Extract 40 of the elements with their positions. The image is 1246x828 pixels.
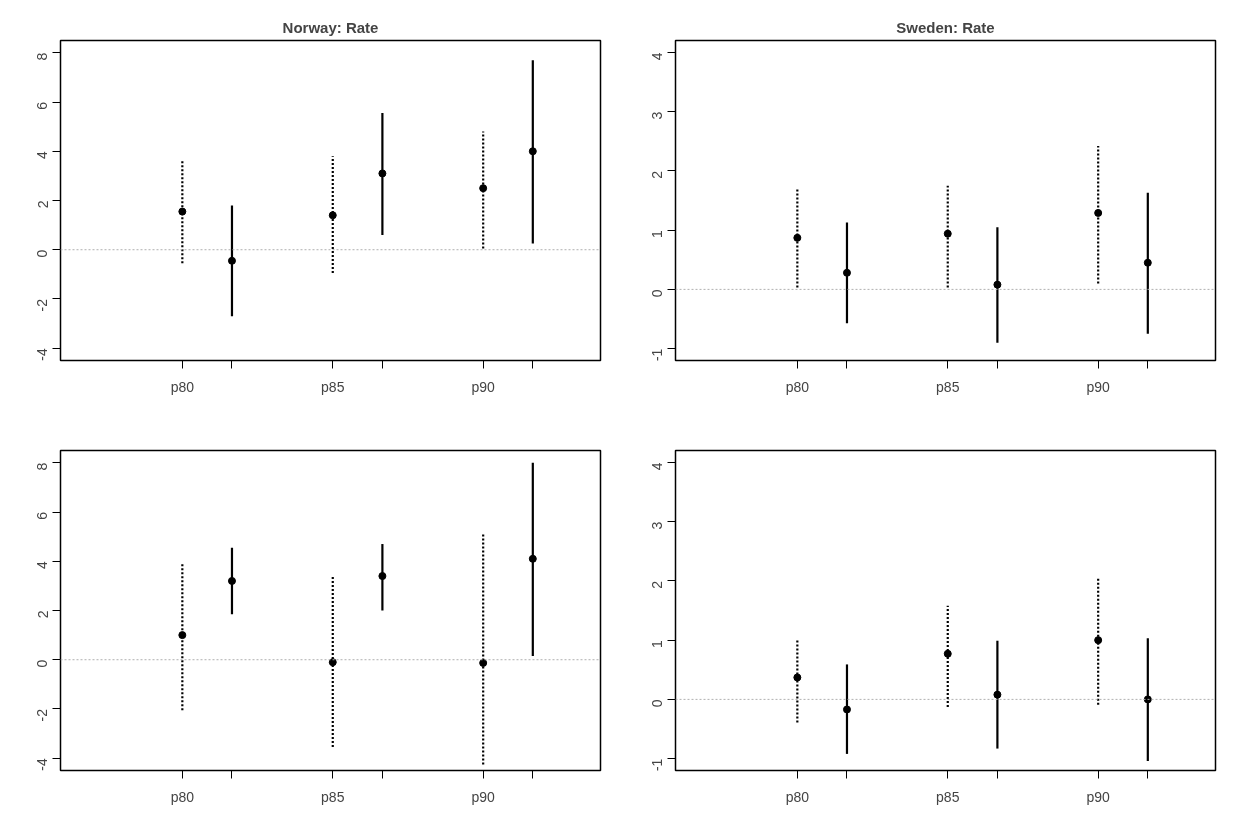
y-tick-label: 3: [649, 521, 666, 530]
x-tick-label: p80: [785, 378, 810, 395]
x-tick-label: p85: [936, 378, 960, 395]
y-tick-label: -1: [649, 758, 666, 772]
y-tick-label: -2: [34, 298, 51, 312]
y-tick-label: 2: [649, 170, 666, 179]
y-tick-label: 4: [34, 561, 51, 570]
y-tick-label: 2: [34, 200, 51, 209]
x-tick-label: p90: [1086, 378, 1111, 395]
y-tick-label: 3: [649, 111, 666, 120]
y-tick-label: 8: [34, 52, 51, 61]
y-tick-label: 2: [649, 580, 666, 589]
y-tick-label: 6: [34, 101, 51, 110]
y-tick-label: 1: [649, 229, 666, 238]
y-tick-label: -4: [34, 347, 51, 361]
x-tick-label: p80: [170, 378, 195, 395]
y-tick-label: 2: [34, 610, 51, 619]
y-tick-label: 0: [34, 659, 51, 668]
x-tick-label: p80: [170, 788, 195, 805]
y-tick-label: -4: [34, 757, 51, 771]
y-tick-label: 4: [649, 52, 666, 61]
x-tick-label: p85: [936, 788, 960, 805]
chart-title: Sweden: Rate: [896, 18, 995, 36]
y-tick-label: 6: [34, 511, 51, 520]
y-tick-label: -2: [34, 708, 51, 722]
y-tick-label: 4: [34, 151, 51, 160]
y-tick-label: 0: [34, 249, 51, 258]
x-tick-label: p90: [1086, 788, 1111, 805]
y-tick-label: 0: [649, 289, 666, 298]
y-tick-label: 4: [649, 462, 666, 471]
chart-title: Norway: Rate: [282, 18, 379, 36]
y-tick-label: 0: [649, 699, 666, 708]
y-tick-label: 1: [649, 639, 666, 648]
y-tick-label: 8: [34, 462, 51, 471]
x-tick-label: p90: [471, 378, 496, 395]
x-tick-label: p90: [471, 788, 496, 805]
x-tick-label: p85: [321, 378, 345, 395]
y-tick-label: -1: [649, 348, 666, 362]
x-tick-label: p85: [321, 788, 345, 805]
x-tick-label: p80: [785, 788, 810, 805]
